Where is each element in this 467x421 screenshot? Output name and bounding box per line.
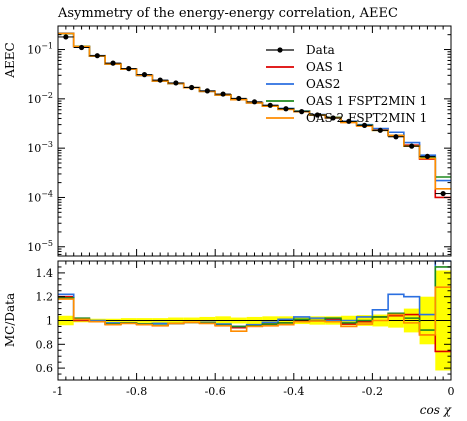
data-point	[94, 53, 100, 59]
data-point	[314, 112, 320, 118]
ratio-line-3	[58, 286, 451, 336]
main-y-tick-label: 10−2	[27, 91, 53, 106]
data-point	[236, 95, 242, 102]
ratio-y-axis-label: MC/Data	[3, 293, 17, 347]
legend-label: OAS 1	[306, 60, 344, 74]
x-tick-label: -0.2	[362, 385, 383, 398]
data-point	[251, 99, 258, 105]
data-point	[267, 102, 273, 108]
x-tick-label: -0.6	[205, 385, 226, 398]
data-point	[346, 118, 352, 124]
data-point	[377, 127, 383, 133]
main-y-axis-label: AEEC	[3, 42, 17, 78]
data-point	[78, 44, 85, 51]
ratio-y-tick-label: 1.2	[36, 291, 54, 304]
data-point	[157, 77, 163, 83]
main-y-tick-label: 10−4	[27, 189, 53, 204]
legend-marker	[277, 47, 283, 53]
data-point	[299, 109, 305, 115]
main-plot	[58, 32, 451, 199]
legend: Data OAS 1 OAS2 OAS 1 FSPT2MIN 1 OAS 2 FSPT2…	[266, 43, 427, 125]
ratio-y-tick-label: 1.4	[36, 267, 54, 280]
data-points	[58, 34, 451, 197]
data-point	[126, 66, 132, 72]
data-point	[361, 122, 368, 128]
data-point	[283, 106, 289, 112]
data-point	[173, 80, 179, 86]
x-axis-label: cos χ	[420, 403, 452, 417]
x-tick-label: -1	[53, 385, 64, 398]
data-point	[330, 115, 336, 121]
data-point	[110, 60, 116, 66]
data-point	[220, 91, 226, 97]
data-point	[393, 134, 399, 140]
data-point	[440, 190, 446, 197]
data-point	[424, 153, 431, 160]
legend-label: OAS 2 FSPT2MIN 1	[306, 111, 427, 125]
chart-title: Asymmetry of the energy-energy correlati…	[57, 6, 398, 21]
x-tick-label: -0.4	[283, 385, 304, 398]
main-y-tick-label: 10−5	[27, 239, 53, 254]
main-y-ticks: 10−1 10−2 10−3 10−4 10−5	[27, 34, 451, 255]
x-ticks: -1 -0.8 -0.6 -0.4 -0.2 0	[53, 26, 455, 398]
ratio-y-ticks: 0.6 0.8 1 1.2 1.4	[36, 260, 451, 381]
x-tick-label: -0.8	[126, 385, 147, 398]
legend-label: Data	[306, 43, 335, 57]
main-plot-frame	[57, 25, 452, 257]
data-point	[189, 84, 195, 91]
legend-label: OAS 1 FSPT2MIN 1	[306, 94, 427, 108]
ratio-y-tick-label: 1	[46, 315, 53, 328]
ratio-y-tick-label: 0.6	[36, 362, 54, 375]
data-point	[204, 88, 210, 94]
data-point	[141, 72, 148, 78]
ratio-plot	[58, 260, 451, 371]
data-point	[63, 34, 69, 40]
data-point	[409, 143, 415, 149]
main-y-tick-label: 10−1	[27, 42, 53, 57]
legend-label: OAS2	[306, 77, 340, 91]
ratio-y-tick-label: 0.8	[36, 338, 54, 351]
main-y-tick-label: 10−3	[27, 140, 53, 155]
x-tick-label: 0	[448, 385, 455, 398]
